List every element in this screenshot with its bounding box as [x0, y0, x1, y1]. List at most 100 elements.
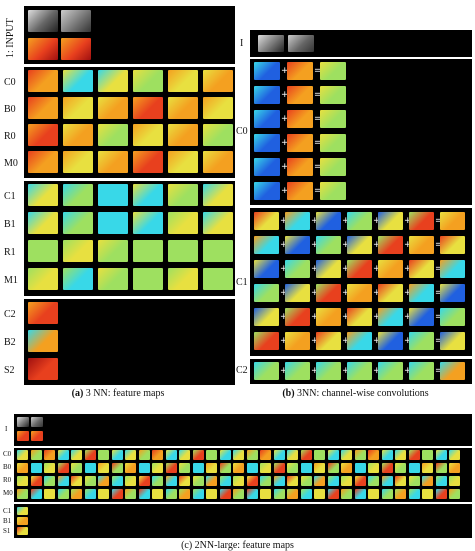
row-label-s2: S2 [4, 365, 15, 376]
row-label-m0: M0 [3, 489, 13, 497]
feature-map-tile [125, 476, 136, 486]
equals-operator: = [435, 216, 443, 226]
feature-map-tile [435, 476, 447, 486]
feature-map-tile [327, 450, 339, 460]
panel-c-caption: (c) 2NN-large: feature maps [181, 540, 294, 551]
channel-conv-tile [285, 260, 310, 278]
channel-conv-tile [409, 284, 434, 302]
feature-map-tile [133, 70, 163, 92]
feature-map-tile [84, 489, 96, 499]
feature-map-tile [273, 476, 285, 486]
feature-map-tile [206, 476, 217, 486]
feature-map-tile [233, 476, 244, 486]
feature-map-tile [133, 240, 163, 262]
feature-map-tile [63, 151, 93, 173]
channel-conv-tile [378, 260, 403, 278]
channel-conv-tile [285, 308, 310, 326]
input-image [61, 10, 91, 32]
input-channel-tile [17, 431, 29, 441]
feature-map-tile [168, 240, 198, 262]
feature-map-tile [63, 212, 93, 234]
feature-map-tile [44, 450, 55, 460]
feature-map-tile [133, 212, 163, 234]
channel-conv-tile [347, 362, 372, 380]
feature-map-tile [165, 476, 177, 486]
plus-operator: + [280, 312, 288, 322]
feature-map-tile [435, 450, 447, 460]
input-image [31, 417, 43, 427]
channel-conv-tile [254, 86, 280, 104]
channel-conv-tile [409, 362, 434, 380]
feature-map-tile [408, 476, 420, 486]
feature-map-tile [449, 476, 460, 486]
feature-map-tile [449, 463, 460, 473]
feature-map-tile [125, 489, 136, 499]
feature-map-tile [192, 476, 204, 486]
feature-map-tile [17, 450, 28, 460]
panel-c-input-block [14, 414, 472, 446]
equals-operator: = [435, 312, 443, 322]
feature-map-tile [203, 268, 233, 290]
feature-map-tile [341, 463, 352, 473]
equals-operator: = [314, 138, 322, 148]
channel-conv-tile [440, 284, 465, 302]
feature-map-tile [422, 476, 433, 486]
plus-operator: + [373, 288, 381, 298]
plus-operator: + [280, 264, 288, 274]
equals-operator: = [314, 162, 322, 172]
input-channel-tile [61, 38, 91, 60]
panel-b-caption: (b) 3NN: channel-wise convolutions [236, 388, 475, 399]
channel-conv-tile [320, 158, 346, 176]
channel-conv-tile [316, 362, 341, 380]
channel-conv-tile [254, 212, 279, 230]
channel-conv-tile [316, 260, 341, 278]
feature-map-tile [203, 184, 233, 206]
feature-map-tile [273, 489, 285, 499]
feature-map-tile [368, 450, 379, 460]
feature-map-tile [206, 489, 217, 499]
channel-conv-tile [254, 110, 280, 128]
row-label-b1: B1 [4, 219, 16, 230]
panel-c-layer1-block [14, 504, 472, 538]
feature-map-tile [133, 151, 163, 173]
feature-map-tile [98, 463, 109, 473]
panel-b-input-label: I [240, 38, 244, 49]
feature-map-tile [203, 124, 233, 146]
feature-map-tile [260, 489, 271, 499]
feature-map-tile [98, 268, 128, 290]
feature-map-tile [354, 476, 366, 486]
channel-conv-tile [285, 212, 310, 230]
feature-map-tile [98, 151, 128, 173]
plus-operator: + [280, 216, 288, 226]
input-image [17, 417, 29, 427]
panel-b: I C0 C1 C2 (b) 3NN: channel-wise convolu… [236, 0, 475, 400]
channel-conv-tile [285, 362, 310, 380]
equals-operator: = [435, 264, 443, 274]
feature-map-tile [17, 507, 28, 515]
plus-operator: + [404, 312, 412, 322]
feature-map-tile [63, 70, 93, 92]
feature-map-tile [111, 476, 123, 486]
feature-map-tile [219, 476, 231, 486]
channel-conv-tile [254, 260, 279, 278]
channel-conv-tile [347, 332, 372, 350]
feature-map-tile [125, 450, 136, 460]
feature-map-tile [368, 489, 379, 499]
panel-a-layer0-block [24, 67, 235, 178]
panel-a-caption: (a) 3 NN: feature maps [0, 388, 236, 399]
feature-map-tile [341, 450, 352, 460]
feature-map-tile [63, 184, 93, 206]
feature-map-tile [341, 489, 352, 499]
feature-map-tile [395, 476, 406, 486]
feature-map-tile [63, 240, 93, 262]
plus-operator: + [373, 366, 381, 376]
feature-map-tile [381, 463, 393, 473]
feature-map-tile [435, 489, 447, 499]
panel-b-caption-tag: (b) [282, 388, 295, 399]
panel-b-row-label-c1: C1 [236, 277, 248, 288]
feature-map-tile [206, 450, 217, 460]
panel-a-input-label: 1: INPUT [5, 18, 16, 58]
channel-conv-tile [440, 212, 465, 230]
row-label-c1: C1 [3, 507, 12, 515]
channel-conv-tile [254, 158, 280, 176]
